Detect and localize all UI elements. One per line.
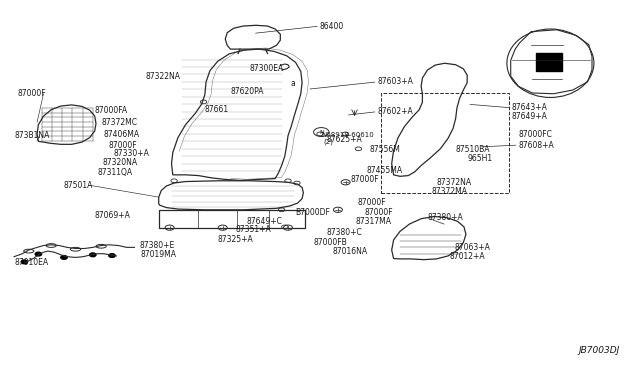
Text: 965H1: 965H1 — [467, 154, 492, 163]
Circle shape — [61, 256, 67, 259]
Text: 87012+A: 87012+A — [449, 252, 485, 261]
Text: 87603+A: 87603+A — [378, 77, 413, 86]
Circle shape — [109, 254, 115, 257]
Bar — [536, 53, 562, 71]
Circle shape — [35, 252, 42, 256]
Text: 87311QA: 87311QA — [97, 168, 132, 177]
Text: 87000FC: 87000FC — [518, 130, 552, 139]
Bar — [381, 93, 509, 193]
Text: 87380+E: 87380+E — [140, 241, 175, 250]
Text: 87010EA: 87010EA — [14, 258, 48, 267]
Text: 87325+A: 87325+A — [218, 235, 253, 244]
Text: 87556M: 87556M — [370, 145, 401, 154]
Text: 87643+A: 87643+A — [512, 103, 548, 112]
Text: 87372NA: 87372NA — [436, 178, 472, 187]
Text: 87649+C: 87649+C — [246, 217, 282, 226]
Text: 87000F: 87000F — [357, 198, 386, 207]
Text: 87000F: 87000F — [351, 175, 380, 184]
Text: 87372MC: 87372MC — [101, 118, 137, 126]
Text: 87330+A: 87330+A — [114, 149, 150, 158]
Text: 87649+A: 87649+A — [512, 112, 548, 121]
Text: 86400: 86400 — [320, 22, 344, 31]
Text: 87372MA: 87372MA — [432, 187, 468, 196]
Text: 87069+A: 87069+A — [95, 211, 131, 220]
Circle shape — [90, 253, 96, 257]
Text: 87320NA: 87320NA — [102, 158, 138, 167]
Text: 87608+A: 87608+A — [518, 141, 554, 150]
Text: 87510BA: 87510BA — [456, 145, 490, 154]
Text: 87351+A: 87351+A — [236, 225, 271, 234]
Text: 87380+C: 87380+C — [326, 228, 362, 237]
Text: (2): (2) — [324, 138, 333, 145]
Text: 87380+A: 87380+A — [428, 214, 463, 222]
Bar — [159, 210, 305, 228]
Text: 87019MA: 87019MA — [141, 250, 177, 259]
Text: a: a — [291, 78, 296, 87]
Text: 87322NA: 87322NA — [146, 72, 181, 81]
Text: 87000F: 87000F — [109, 141, 138, 150]
Text: JB7003DJ: JB7003DJ — [579, 346, 620, 355]
Circle shape — [21, 260, 28, 264]
Text: 87016NA: 87016NA — [333, 247, 368, 256]
Text: 87406MA: 87406MA — [104, 130, 140, 139]
Text: 87000F: 87000F — [365, 208, 394, 217]
Text: 87300EA: 87300EA — [250, 64, 284, 73]
Text: N08918-60610: N08918-60610 — [321, 132, 374, 138]
Text: 87602+A: 87602+A — [378, 107, 413, 116]
Text: 87000F: 87000F — [18, 89, 47, 98]
Text: 87000FB: 87000FB — [314, 238, 348, 247]
Text: N: N — [319, 129, 324, 135]
Text: 87661: 87661 — [205, 105, 229, 114]
Text: 873B1NA: 873B1NA — [14, 131, 49, 140]
Text: 87000FA: 87000FA — [95, 106, 128, 115]
Text: 87620PA: 87620PA — [230, 87, 264, 96]
Text: 87455MA: 87455MA — [366, 166, 402, 174]
Text: B7000DF: B7000DF — [296, 208, 330, 217]
Text: 87501A: 87501A — [64, 181, 93, 190]
Text: 87317MA: 87317MA — [355, 217, 391, 226]
Text: 87063+A: 87063+A — [454, 243, 490, 251]
Text: 87625+A: 87625+A — [326, 135, 362, 144]
